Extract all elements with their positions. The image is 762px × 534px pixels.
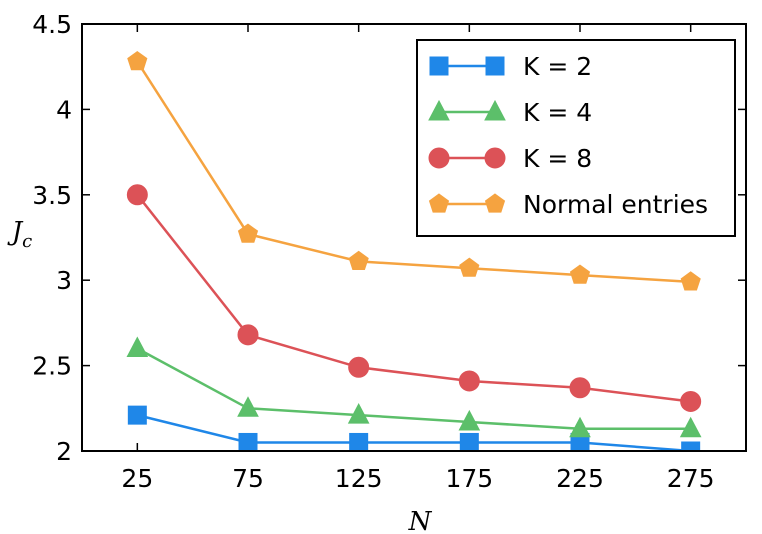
data-point [126,184,148,206]
x-axis-label: N [408,507,433,534]
y-axis-label: Jc [7,217,33,252]
legend-marker [484,193,506,213]
data-point [237,324,259,346]
series-1 [127,405,701,451]
x-tick-label: 125 [335,464,383,493]
legend-label: Normal entries [523,190,708,219]
y-tick-label: 4.5 [32,10,72,39]
series-2 [126,336,702,438]
data-point [348,356,370,378]
data-point [458,370,480,392]
data-point [349,432,369,451]
series-line [136,60,691,284]
legend-label: K = 8 [523,144,592,173]
data-point [126,336,149,358]
series-layer [126,50,702,451]
x-tick-label: 75 [232,464,264,493]
y-tick-label: 3.5 [32,181,72,210]
plot-frame [81,23,747,452]
legend-marker [428,99,450,121]
y-tick-label: 4 [56,95,72,124]
data-point [348,250,369,270]
series-line [136,413,691,451]
x-tick-label: 225 [556,464,604,493]
legend-marker [428,147,450,169]
legend: K = 2 K = 4 K = 8 Normal entries [416,39,736,237]
legend-marker [428,193,450,213]
x-axis-ticks: 25 75 125 175 225 275 [121,24,715,493]
legend-item: K = 4 [428,98,592,127]
data-point [459,257,480,277]
data-point [237,223,259,243]
data-point [569,264,591,284]
data-point [127,50,148,71]
data-point [680,390,702,412]
legend-item: K = 2 [429,52,592,81]
y-tick-label: 3 [56,266,72,295]
data-point [680,271,701,291]
y-tick-label: 2 [56,437,72,466]
data-point [458,409,481,431]
data-point [569,377,591,399]
data-point [347,403,370,424]
legend-label: K = 4 [523,98,592,127]
legend-marker [484,147,506,169]
legend-marker [485,56,505,76]
data-point [459,432,479,451]
legend-item: K = 8 [428,144,592,173]
data-point [238,432,258,451]
legend-marker [429,56,449,76]
series-4 [127,50,701,291]
y-tick-label: 2.5 [32,352,72,381]
legend-label: K = 2 [523,52,592,81]
data-point [679,416,702,438]
series-line [136,347,691,431]
series-line [136,194,691,403]
legend-marker [484,99,506,121]
data-point [127,405,147,425]
x-tick-label: 175 [445,464,493,493]
x-tick-label: 25 [121,464,153,493]
data-point [569,416,591,438]
data-point [237,396,259,417]
series-3 [126,184,702,412]
legend-item: Normal entries [428,190,708,219]
data-point [681,441,701,451]
x-tick-label: 275 [667,464,715,493]
